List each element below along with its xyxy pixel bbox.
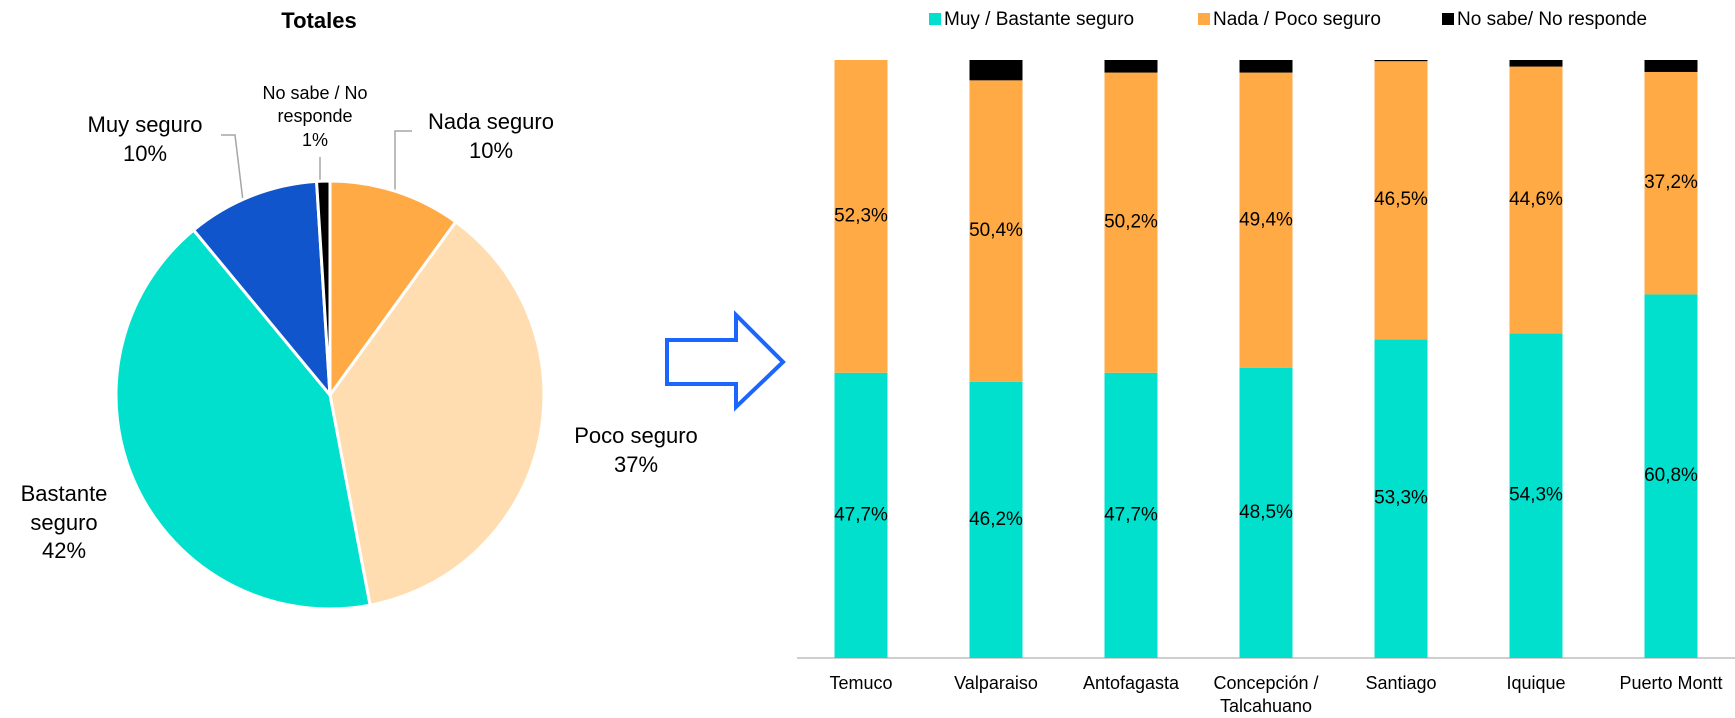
x-tick-label: Concepción / Talcahuano bbox=[1213, 673, 1319, 717]
legend-label: No sabe/ No responde bbox=[1457, 9, 1647, 30]
bar-segment bbox=[969, 80, 1023, 382]
bar-segment bbox=[1239, 72, 1293, 368]
bar-segment bbox=[834, 372, 888, 658]
bar-segment bbox=[969, 60, 1023, 81]
data-label: 47,7% bbox=[834, 504, 888, 525]
data-label: 60,8% bbox=[1644, 465, 1698, 486]
bar-segment bbox=[1374, 61, 1428, 340]
pie-slice bbox=[314, 179, 332, 396]
bar-segment bbox=[1104, 60, 1158, 73]
bar-segment bbox=[1104, 372, 1158, 658]
pie-label-name: Bastante seguro bbox=[20, 481, 108, 535]
x-tick-label: Iquique bbox=[1506, 673, 1566, 693]
leader-line bbox=[221, 134, 244, 202]
bar-segment bbox=[1644, 294, 1698, 658]
data-label: 49,4% bbox=[1239, 209, 1293, 230]
arrow bbox=[665, 310, 786, 412]
x-tick-label: Valparaiso bbox=[954, 673, 1038, 693]
pie-label-name: Poco seguro bbox=[574, 423, 698, 448]
bar-segment bbox=[1374, 60, 1428, 62]
data-label: 50,4% bbox=[969, 220, 1023, 241]
bar-segment bbox=[1509, 66, 1563, 334]
data-label: 50,2% bbox=[1104, 212, 1158, 233]
pie-label-name: Muy seguro bbox=[87, 112, 203, 137]
legend-label: Nada / Poco seguro bbox=[1213, 9, 1381, 30]
data-label: 46,2% bbox=[969, 509, 1023, 530]
pie-label-name: Nada seguro bbox=[428, 109, 554, 134]
pie-slice bbox=[328, 219, 546, 607]
bar-segment bbox=[1509, 333, 1563, 658]
legend-swatch bbox=[1198, 13, 1210, 25]
bar-segment bbox=[969, 381, 1023, 658]
pie-label-value: 37% bbox=[613, 452, 659, 477]
data-label: 47,7% bbox=[1104, 504, 1158, 525]
leader-line bbox=[394, 130, 412, 194]
legend-label: Muy / Bastante seguro bbox=[944, 9, 1134, 30]
bar-segment bbox=[1374, 339, 1428, 658]
pie-slice bbox=[191, 179, 332, 400]
data-label: 53,3% bbox=[1374, 488, 1428, 509]
data-label: 37,2% bbox=[1644, 172, 1698, 193]
bar-segment bbox=[1104, 72, 1158, 373]
x-tick-label: Antofagasta bbox=[1082, 673, 1180, 693]
legend-swatch bbox=[1442, 13, 1454, 25]
data-label: 44,6% bbox=[1509, 189, 1563, 210]
bar-segment bbox=[1509, 60, 1563, 67]
pie-label-value: 10% bbox=[122, 141, 168, 166]
x-tick-label: Puerto Montt bbox=[1619, 673, 1723, 693]
data-label: 54,3% bbox=[1509, 485, 1563, 506]
pie-label-value: 10% bbox=[468, 138, 514, 163]
data-label: 48,5% bbox=[1239, 502, 1293, 523]
bar-segment bbox=[1644, 60, 1698, 72]
bar-segment bbox=[834, 60, 888, 373]
pie-slice bbox=[114, 227, 372, 611]
data-label: 46,5% bbox=[1374, 189, 1428, 210]
x-tick-label: Temuco bbox=[829, 673, 893, 693]
pie-title: Totales bbox=[281, 8, 356, 33]
bar-segment bbox=[1239, 60, 1293, 73]
pie-label-name: No sabe / No responde bbox=[262, 83, 368, 127]
pie-label-value: 1% bbox=[301, 130, 328, 150]
pie-slice bbox=[328, 179, 458, 400]
data-label: 52,3% bbox=[834, 205, 888, 226]
x-tick-label: Santiago bbox=[1365, 673, 1437, 693]
pie-label-value: 42% bbox=[41, 538, 87, 563]
legend-swatch bbox=[929, 13, 941, 25]
bar-segment bbox=[1644, 71, 1698, 295]
bar-segment bbox=[1239, 367, 1293, 658]
